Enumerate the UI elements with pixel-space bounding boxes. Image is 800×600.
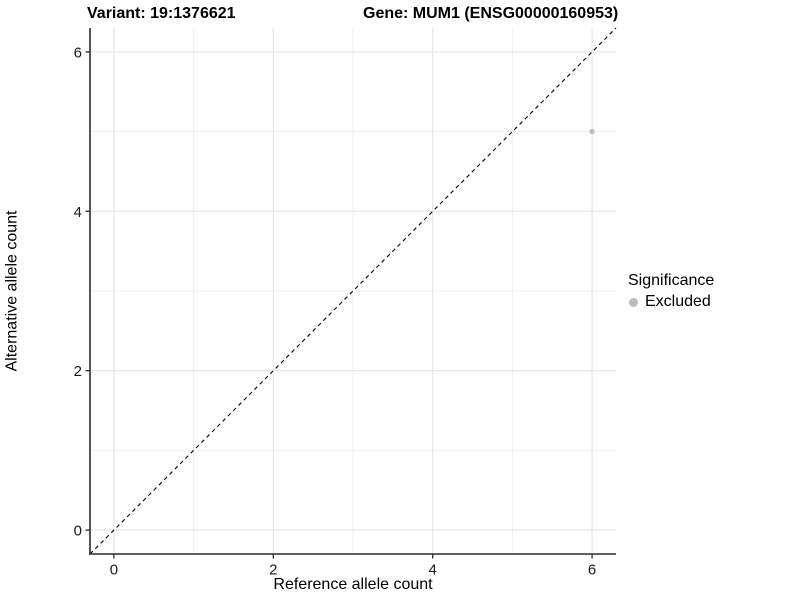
y-tick-label: 4 [74,204,82,221]
legend-item-excluded: Excluded [628,292,798,312]
data-point [589,129,595,135]
x-tick-label: 6 [588,561,596,578]
plot-title-variant: Variant: 19:1376621 [87,5,236,22]
legend-item-label: Excluded [645,293,711,310]
x-tick-label: 4 [429,561,437,578]
legend-title: Significance [628,272,715,289]
circle-icon [629,297,638,307]
legend: Significance Excluded [628,271,798,312]
y-axis-title: Alternative allele count [3,210,21,372]
x-tick-label: 0 [110,561,118,578]
x-axis-title: Reference allele count [273,576,433,593]
x-tick-label: 2 [269,561,277,578]
y-tick-label: 2 [74,363,82,380]
plot-title-gene: Gene: MUM1 (ENSG00000160953) [363,5,619,22]
y-tick-label: 0 [74,523,82,540]
y-tick-label: 6 [74,44,82,61]
identity-reference-line [89,27,617,555]
